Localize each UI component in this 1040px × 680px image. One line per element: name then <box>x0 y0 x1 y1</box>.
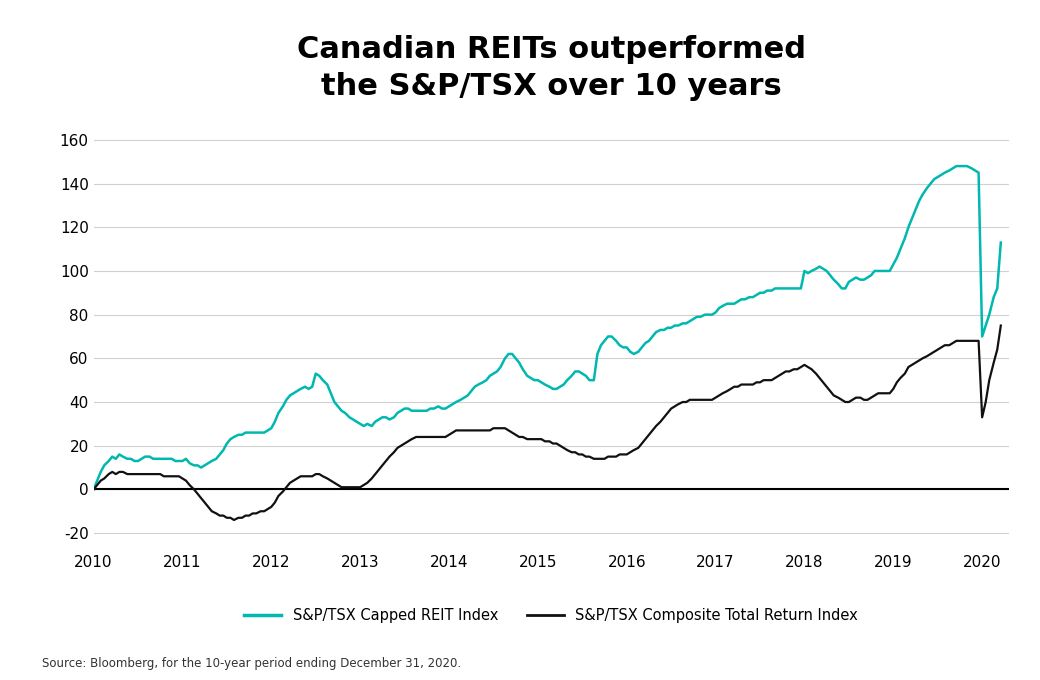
Legend: S&P/TSX Capped REIT Index, S&P/TSX Composite Total Return Index: S&P/TSX Capped REIT Index, S&P/TSX Compo… <box>238 602 864 628</box>
Text: Source: Bloomberg, for the 10-year period ending December 31, 2020.: Source: Bloomberg, for the 10-year perio… <box>42 657 461 670</box>
Title: Canadian REITs outperformed
the S&P/TSX over 10 years: Canadian REITs outperformed the S&P/TSX … <box>296 35 806 101</box>
